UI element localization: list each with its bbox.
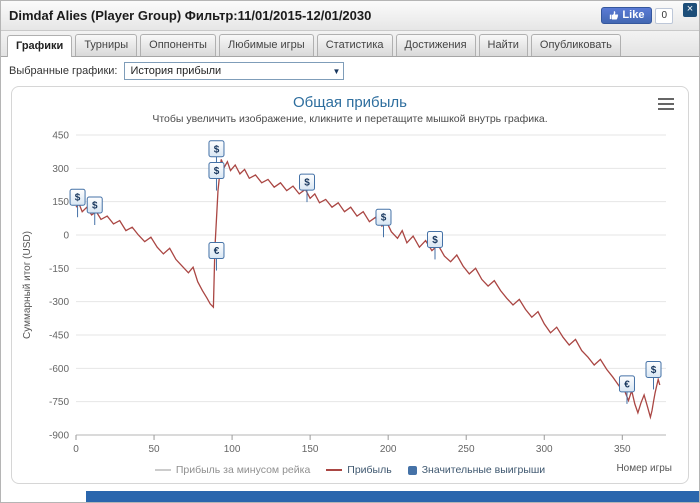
x-tick-label: 300 bbox=[536, 444, 553, 455]
header: Dimdaf Alies (Player Group) Фильтр:11/01… bbox=[1, 1, 699, 31]
profit-line bbox=[75, 159, 661, 420]
svg-text:$: $ bbox=[381, 213, 387, 224]
svg-text:$: $ bbox=[432, 235, 438, 246]
legend-line-sample bbox=[154, 469, 171, 471]
svg-text:$: $ bbox=[304, 178, 310, 189]
legend-item-profit[interactable]: Прибыль bbox=[326, 464, 392, 476]
tab-search[interactable]: Найти bbox=[478, 34, 528, 56]
y-axis-title: Суммарный итог (USD) bbox=[22, 231, 33, 339]
select-label: Выбранные графики: bbox=[9, 65, 118, 77]
significant-win-flag[interactable]: $ bbox=[375, 208, 392, 238]
tab-bar: Графики Турниры Оппоненты Любимые игры С… bbox=[1, 31, 699, 57]
tab-statistics[interactable]: Статистика bbox=[316, 34, 393, 56]
thumb-up-icon bbox=[610, 11, 619, 20]
facebook-like-button[interactable]: Like bbox=[601, 7, 653, 24]
chart-title: Общая прибыль bbox=[292, 94, 408, 111]
significant-win-flag[interactable]: $ bbox=[426, 230, 443, 260]
y-tick-label: 450 bbox=[52, 131, 69, 142]
legend-item-significant-wins[interactable]: Значительные выигрыши bbox=[407, 464, 545, 476]
significant-win-flag[interactable]: $ bbox=[208, 162, 225, 191]
export-menu-icon[interactable] bbox=[658, 98, 674, 113]
tab-publish[interactable]: Опубликовать bbox=[530, 34, 621, 56]
y-tick-label: -600 bbox=[49, 364, 69, 375]
y-tick-label: -450 bbox=[49, 331, 69, 342]
y-tick-label: 0 bbox=[63, 231, 69, 242]
svg-text:$: $ bbox=[214, 166, 220, 177]
x-axis-title: Номер игры bbox=[616, 463, 672, 474]
x-tick-label: 0 bbox=[73, 444, 79, 455]
facebook-widget: Like 0 bbox=[601, 7, 673, 24]
chart-controls: Выбранные графики: История прибыли ▼ bbox=[1, 57, 699, 84]
significant-win-flag[interactable]: € bbox=[208, 242, 225, 271]
tab-favorite-games[interactable]: Любимые игры bbox=[218, 34, 314, 56]
footer-bar bbox=[86, 491, 699, 502]
page-title: Dimdaf Alies (Player Group) Фильтр:11/01… bbox=[9, 8, 372, 23]
significant-win-flag[interactable]: $ bbox=[86, 196, 103, 225]
x-tick-label: 50 bbox=[148, 444, 160, 455]
profit-chart: 450 300 150 0 -150 -300 -450 -600 -750 -900 0 50 100… bbox=[22, 131, 666, 455]
significant-win-flag[interactable]: $ bbox=[645, 360, 662, 390]
facebook-like-count: 0 bbox=[655, 7, 673, 24]
tab-opponents[interactable]: Оппоненты bbox=[140, 34, 216, 56]
chart-plot-area[interactable] bbox=[76, 135, 666, 435]
y-tick-label: -750 bbox=[49, 397, 69, 408]
svg-text:$: $ bbox=[214, 144, 220, 155]
svg-text:$: $ bbox=[92, 201, 98, 212]
tab-charts[interactable]: Графики bbox=[7, 35, 73, 57]
legend-item-rake-adjusted[interactable]: Прибыль за минусом рейка bbox=[154, 464, 310, 476]
svg-text:$: $ bbox=[75, 193, 81, 204]
x-tick-label: 350 bbox=[614, 444, 631, 455]
legend-square-sample bbox=[407, 465, 417, 475]
selected-option: История прибыли bbox=[130, 65, 222, 77]
y-tick-label: -300 bbox=[49, 297, 69, 308]
chart-type-select[interactable]: История прибыли ▼ bbox=[124, 62, 345, 80]
svg-text:€: € bbox=[214, 246, 220, 257]
chart-subtitle: Чтобы увеличить изображение, кликните и … bbox=[152, 113, 548, 125]
facebook-like-label: Like bbox=[622, 9, 645, 21]
y-tick-label: 300 bbox=[52, 164, 69, 175]
y-tick-label: -900 bbox=[49, 431, 69, 442]
svg-text:$: $ bbox=[651, 365, 657, 376]
x-tick-label: 150 bbox=[302, 444, 319, 455]
x-tick-label: 100 bbox=[224, 444, 241, 455]
close-button[interactable]: × bbox=[683, 3, 697, 17]
y-tick-label: -150 bbox=[49, 264, 69, 275]
significant-win-flag[interactable]: € bbox=[618, 375, 635, 404]
chevron-down-icon: ▼ bbox=[332, 66, 341, 76]
chart-legend: Прибыль за минусом рейка Прибыль Значите… bbox=[12, 464, 688, 476]
chart-container: Общая прибыль Чтобы увеличить изображени… bbox=[11, 86, 689, 484]
tab-tournaments[interactable]: Турниры bbox=[75, 34, 138, 56]
svg-text:€: € bbox=[624, 379, 630, 390]
tab-achievements[interactable]: Достижения bbox=[395, 34, 476, 56]
significant-win-flag[interactable]: $ bbox=[69, 188, 86, 218]
x-tick-label: 250 bbox=[458, 444, 475, 455]
significant-win-flag[interactable]: $ bbox=[299, 173, 316, 203]
x-tick-label: 200 bbox=[380, 444, 397, 455]
y-tick-label: 150 bbox=[52, 197, 69, 208]
legend-line-sample bbox=[326, 469, 343, 471]
